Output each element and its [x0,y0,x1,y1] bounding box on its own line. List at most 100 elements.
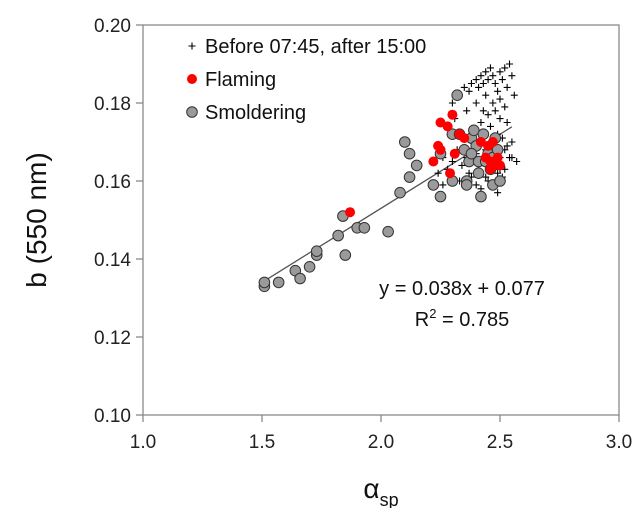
fit-equation: y = 0.038x + 0.077 [379,278,545,300]
legend: Before 07:45, after 15:00 Flaming Smolderi… [186,36,426,124]
legend-label: Before 07:45, after 15:00 [205,36,426,58]
y-tick-label: 0.16 [94,172,131,193]
data-point-plus [439,181,447,189]
data-point-plus [494,87,502,95]
x-tick-label: 1.5 [249,432,275,453]
data-point-smoldering [272,276,285,289]
data-points-layer [258,60,521,293]
data-point-plus [489,99,497,107]
data-point-plus [503,83,511,91]
data-point-plus [479,107,487,115]
data-point-smoldering [294,272,306,285]
data-point-plus [510,91,518,99]
data-point-smoldering [332,229,344,242]
x-axis-title: αsp [363,473,398,508]
data-point-plus [496,115,504,123]
data-point-smoldering [403,147,416,160]
fit-annotation: y = 0.038x + 0.077 R2 = 0.785 [379,278,545,331]
data-point-plus [491,80,499,87]
data-point-plus [501,103,509,111]
data-point-smoldering [403,171,416,183]
legend-label: Flaming [205,69,276,91]
x-tick-label: 1.0 [130,432,156,453]
legend-marker-plus [188,42,196,50]
data-point-plus [479,80,487,87]
y-tick-label: 0.14 [94,250,131,271]
data-point-plus [448,99,456,107]
data-point-flaming [428,156,439,167]
data-point-plus [496,95,504,103]
data-point-plus [460,83,468,91]
data-point-plus [463,107,471,115]
x-tick-label: 2.0 [368,432,394,453]
x-axis-title-subscript: sp [380,490,399,508]
data-point-smoldering [303,261,316,273]
data-point-flaming [435,144,446,155]
data-point-smoldering [394,186,406,199]
data-point-plus [482,68,490,76]
data-point-plus [491,107,499,115]
data-point-flaming [492,152,503,163]
x-tick-label: 2.5 [487,432,513,453]
data-point-smoldering [410,159,423,172]
data-point-smoldering [475,190,487,203]
legend-marker-smoldering [186,106,198,118]
axes-layer: 1.0 1.5 2.0 2.5 3.0 0.10 0.12 0.14 0.16 0.18 0.20 α… [21,16,632,508]
data-point-plus [477,119,485,126]
data-point-flaming [449,148,460,159]
data-point-plus [434,169,442,177]
data-point-smoldering [399,136,411,148]
data-point-plus [486,122,494,130]
data-point-plus [494,169,502,177]
y-tick-label: 0.12 [94,328,131,349]
legend-label: Smoldering [205,102,306,124]
data-point-plus [513,158,521,165]
data-point-plus [508,72,516,80]
data-point-smoldering [451,89,463,101]
data-point-smoldering [258,276,271,289]
data-point-smoldering [310,245,323,257]
y-tick-label: 0.18 [94,94,131,115]
data-point-flaming [445,168,456,179]
data-point-plus [503,142,511,150]
data-point-plus [448,158,456,165]
x-axis-title-main: α [363,473,379,504]
y-tick-label: 0.10 [94,406,131,427]
r-squared-symbol: R [415,309,429,331]
data-point-smoldering [472,167,485,179]
r-squared-value: = 0.785 [436,309,509,331]
data-point-plus [498,76,506,84]
data-point-smoldering [382,225,394,238]
data-point-flaming [442,121,453,132]
data-point-plus [477,72,485,80]
data-point-plus [472,76,480,84]
data-point-plus [506,60,514,68]
r-squared-superscript: 2 [429,306,436,321]
data-point-plus [482,173,490,181]
y-tick-label: 0.20 [94,16,131,37]
series-flaming [345,109,505,218]
data-point-smoldering [468,124,480,137]
data-point-plus [482,91,490,99]
data-point-plus [465,87,473,95]
data-point-plus [484,111,492,119]
data-point-flaming [495,160,505,171]
data-point-smoldering [427,179,440,191]
legend-marker-flaming [187,74,197,84]
data-point-plus [475,83,483,91]
data-point-flaming [487,137,498,147]
data-point-smoldering [465,147,478,160]
data-point-smoldering [358,222,371,234]
data-point-smoldering [494,175,506,187]
data-point-plus [503,119,511,126]
data-point-plus [472,181,480,189]
fit-r-squared: R2 = 0.785 [415,306,510,331]
data-point-plus [467,80,475,87]
data-point-plus [501,64,509,72]
data-point-plus [484,76,492,84]
data-point-plus [494,189,502,197]
y-axis-title: b (550 nm) [21,152,52,287]
data-point-plus [496,68,504,76]
x-tick-label: 3.0 [606,432,632,453]
